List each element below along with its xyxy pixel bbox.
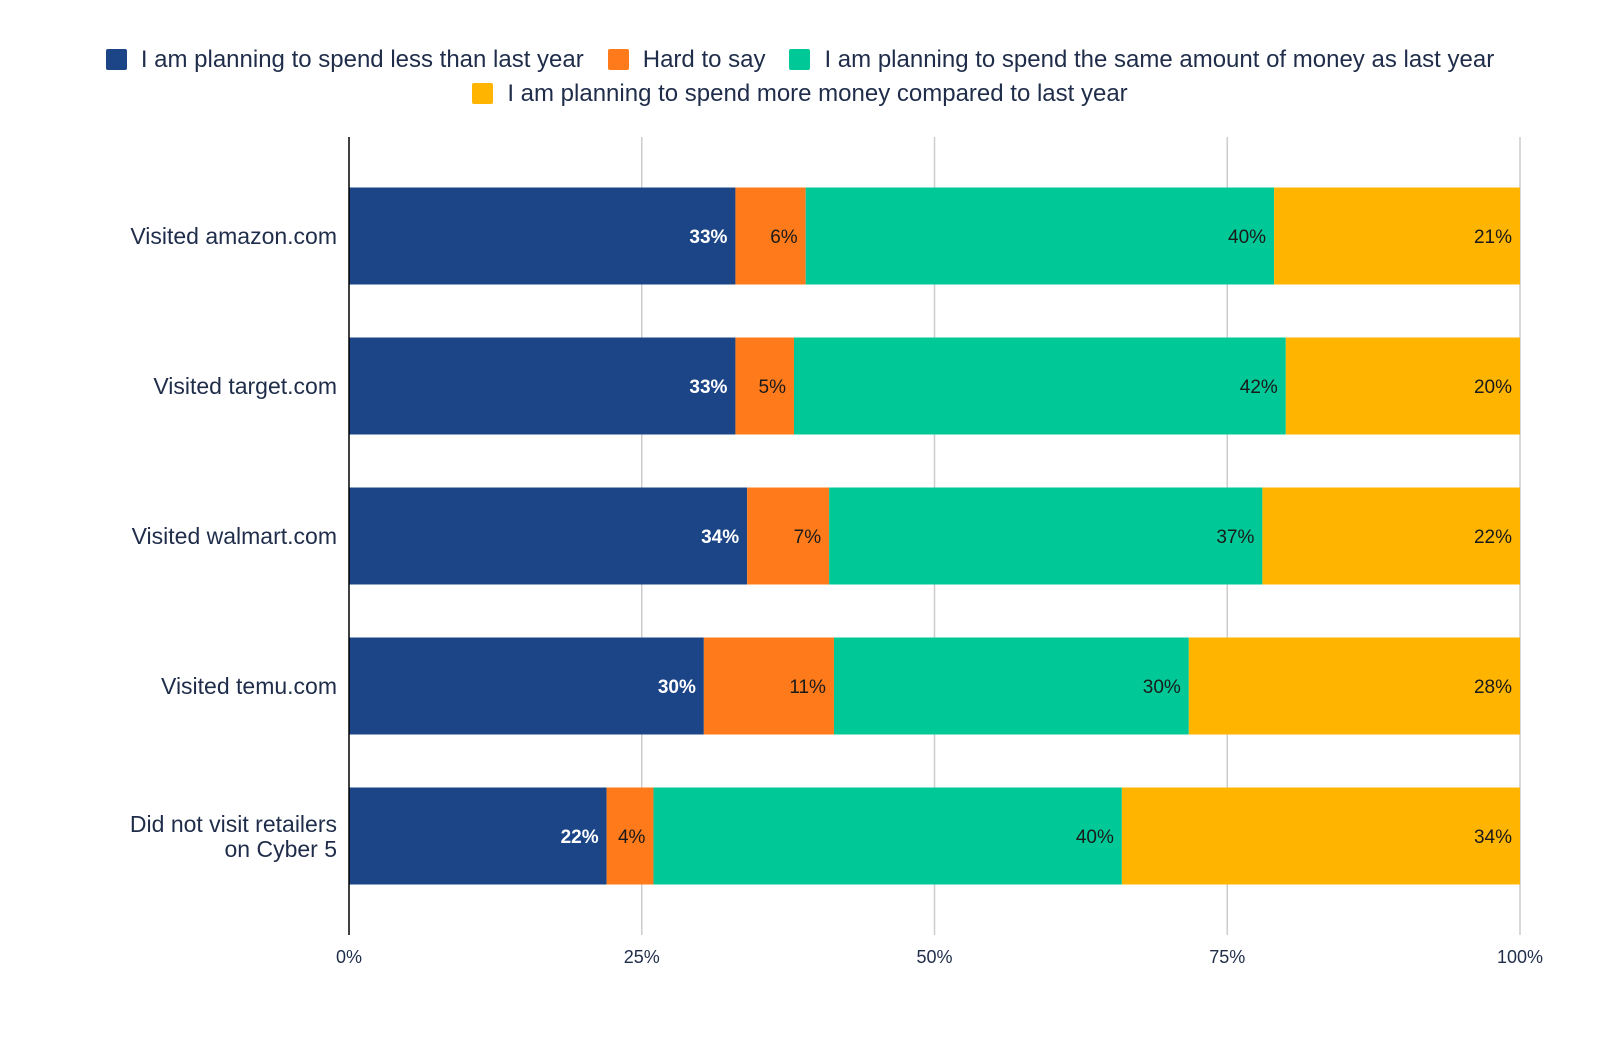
bar-segment xyxy=(349,637,704,735)
data-label: 4% xyxy=(618,827,646,848)
data-label: 33% xyxy=(689,377,727,398)
bar-segment xyxy=(735,187,806,285)
legend-label: I am planning to spend more money compar… xyxy=(507,80,1128,107)
data-label: 22% xyxy=(1474,527,1512,548)
x-tick-label: 100% xyxy=(1497,947,1543,967)
x-tick-label: 50% xyxy=(916,947,952,967)
bar-segment xyxy=(349,337,736,435)
data-label: 30% xyxy=(658,677,696,698)
legend: I am planning to spend less than last ye… xyxy=(0,44,1600,112)
legend-item[interactable]: I am planning to spend more money compar… xyxy=(472,78,1128,109)
bar-segment xyxy=(349,787,607,885)
bar-segment xyxy=(735,337,794,435)
data-label: 22% xyxy=(561,827,599,848)
legend-item[interactable]: Hard to say xyxy=(607,44,766,75)
data-label: 34% xyxy=(1474,827,1512,848)
legend-swatch xyxy=(472,83,494,104)
data-label: 5% xyxy=(759,377,787,398)
data-label: 34% xyxy=(701,527,739,548)
bar-segment xyxy=(829,487,1263,585)
category-label: Visited target.com xyxy=(153,373,337,399)
legend-label: I am planning to spend the same amount o… xyxy=(824,46,1495,73)
bar-segment xyxy=(653,787,1122,885)
legend-swatch xyxy=(789,49,811,70)
legend-item[interactable]: I am planning to spend the same amount o… xyxy=(789,44,1494,75)
bar-segment xyxy=(1274,187,1520,285)
legend-label: I am planning to spend less than last ye… xyxy=(140,46,584,73)
x-tick-label: 0% xyxy=(336,947,362,967)
category-label: Visited temu.com xyxy=(161,673,337,699)
legend-swatch xyxy=(105,49,127,70)
bar-segment xyxy=(793,337,1286,435)
bar-segment xyxy=(1262,487,1520,585)
category-label: Visited walmart.com xyxy=(132,523,337,549)
bar-segment xyxy=(703,637,834,735)
bar-segment xyxy=(1285,337,1520,435)
category-label: Did not visit retailers on Cyber 5 xyxy=(130,811,337,862)
x-tick-label: 75% xyxy=(1209,947,1245,967)
data-label: 7% xyxy=(794,527,822,548)
data-label: 37% xyxy=(1216,527,1254,548)
data-label: 40% xyxy=(1076,827,1114,848)
data-label: 42% xyxy=(1240,377,1278,398)
bar-segment xyxy=(349,187,736,285)
data-label: 6% xyxy=(770,227,798,248)
data-label: 11% xyxy=(789,677,826,698)
bar-segment xyxy=(747,487,830,585)
legend-item[interactable]: I am planning to spend less than last ye… xyxy=(105,44,584,75)
data-label: 33% xyxy=(689,227,727,248)
bar-segment xyxy=(833,637,1189,735)
data-label: 20% xyxy=(1474,377,1512,398)
legend-swatch xyxy=(607,49,629,70)
x-tick-label: 25% xyxy=(624,947,660,967)
category-label: Visited amazon.com xyxy=(130,223,337,249)
legend-label: Hard to say xyxy=(642,46,766,73)
data-label: 30% xyxy=(1143,677,1181,698)
bar-segment xyxy=(606,787,654,885)
data-label: 21% xyxy=(1474,227,1512,248)
bar-segment xyxy=(805,187,1275,285)
bar-segment xyxy=(1188,637,1520,735)
bar-segment xyxy=(1121,787,1520,885)
data-label: 28% xyxy=(1474,677,1512,698)
data-label: 40% xyxy=(1228,227,1266,248)
bar-segment xyxy=(349,487,748,585)
